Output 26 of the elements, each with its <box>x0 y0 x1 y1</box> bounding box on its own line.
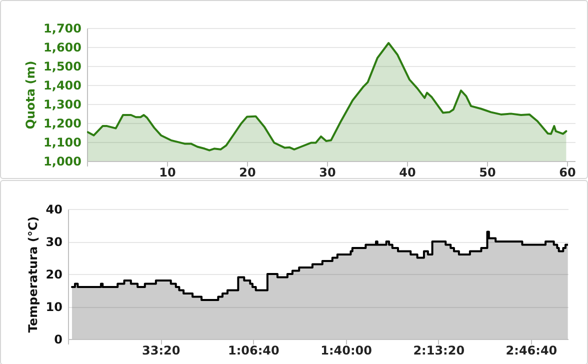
y-tick-label: 1,100 <box>44 136 82 150</box>
y-tick-label: 10 <box>46 300 62 314</box>
x-tick-label: 33:20 <box>142 344 180 358</box>
y-tick-label: 40 <box>46 202 62 216</box>
x-tick-label: 60 <box>559 166 576 180</box>
y-tick-label: 1,600 <box>44 40 82 54</box>
y-axis-title: Temperatura (°C) <box>26 216 40 333</box>
x-tick-label: 30 <box>319 166 336 180</box>
x-tick-label: 2:46:40 <box>506 344 558 358</box>
x-tick-label: 20 <box>239 166 256 180</box>
y-tick-label: 1,200 <box>44 116 82 130</box>
x-tick-label: 10 <box>159 166 176 180</box>
y-tick-label: 1,400 <box>44 78 82 92</box>
y-axis-title: Quota (m) <box>24 60 38 130</box>
x-tick-label: 1:06:40 <box>228 344 280 358</box>
x-tick-label: 50 <box>479 166 496 180</box>
x-tick-label: 40 <box>399 166 416 180</box>
y-tick-label: 1,700 <box>44 22 82 36</box>
x-tick-label: 2:13:20 <box>413 344 465 358</box>
y-tick-label: 1,300 <box>44 98 82 112</box>
y-tick-label: 1,000 <box>44 154 82 168</box>
x-tick-label: 1:40:00 <box>320 344 372 358</box>
y-tick-label: 30 <box>46 235 62 249</box>
y-tick-label: 20 <box>46 268 62 282</box>
y-tick-label: 1,500 <box>44 60 82 74</box>
y-tick-label: 0 <box>54 332 62 346</box>
